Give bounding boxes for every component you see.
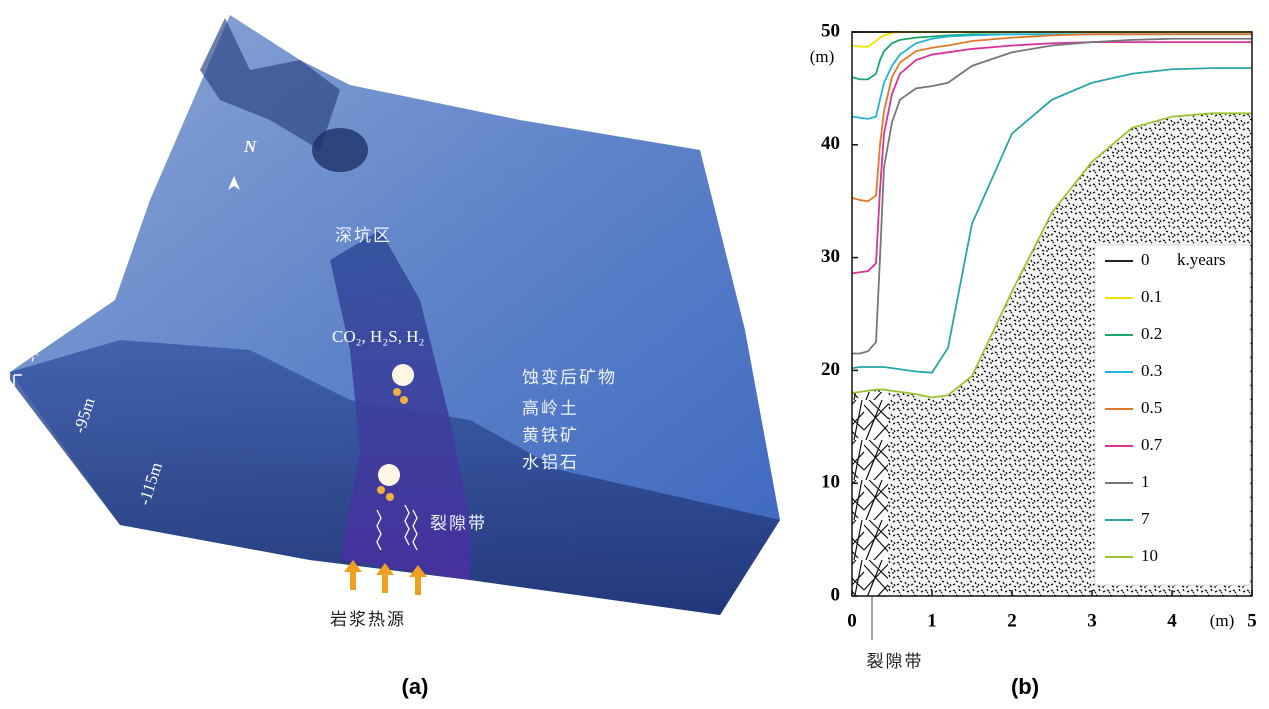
x-tick-label: 5 [1247, 610, 1257, 631]
north-label: N [243, 137, 257, 156]
fracture-label: 裂隙带 [430, 514, 487, 534]
y-tick-label: 30 [821, 246, 840, 267]
annotation: 裂隙带 [867, 652, 924, 672]
bubble [400, 396, 408, 404]
y-tick-label: 50 [821, 20, 840, 41]
x-tick-label: 4 [1167, 610, 1177, 631]
bubble [392, 364, 414, 386]
series-line [852, 34, 1252, 119]
terrain: N 深坑区 CO₂, H₂S, H₂ 蚀变后矿物 高岭土 黄铁矿 水铝石 裂隙带… [10, 15, 780, 699]
y-tick-label: 20 [821, 359, 840, 380]
y-axis-label: (m) [810, 47, 835, 66]
depth-scale [14, 375, 22, 515]
pit [312, 128, 368, 172]
gas-label: CO₂, H₂S, H₂ [332, 327, 424, 346]
bubble [378, 464, 400, 486]
legend-label: 10 [1141, 546, 1158, 565]
y-tick-label: 10 [821, 472, 840, 493]
legend-label: 7 [1141, 509, 1150, 528]
panel-caption: (b) [1011, 674, 1039, 699]
legend-label: 0.5 [1141, 398, 1162, 417]
series-line [852, 34, 1252, 79]
x-axis-label: (m) [1210, 611, 1235, 630]
x-tick-label: 1 [927, 610, 937, 631]
x-tick-label: 2 [1007, 610, 1017, 631]
pit-label: 深坑区 [335, 226, 392, 246]
legend-label: 0.3 [1141, 361, 1162, 380]
x-tick-label: 3 [1087, 610, 1097, 631]
y-tick-label: 40 [821, 133, 840, 154]
heat-label: 岩浆热源 [330, 610, 406, 630]
y-tick-label: 0 [831, 584, 841, 605]
legend-label: 0 [1141, 250, 1150, 269]
legend-label: 0.7 [1141, 435, 1163, 454]
bubble [377, 486, 385, 494]
legend-label: 1 [1141, 472, 1150, 491]
mineral: 黄铁矿 [522, 426, 579, 446]
panel-caption: (a) [402, 674, 429, 699]
bubble [386, 493, 394, 501]
legend-box [1095, 245, 1250, 585]
bubble [393, 388, 401, 396]
legend-title: k.years [1177, 250, 1226, 269]
legend-label: 0.1 [1141, 287, 1162, 306]
mineral: 水铝石 [522, 453, 579, 473]
legend-label: 0.2 [1141, 324, 1162, 343]
minerals-title: 蚀变后矿物 [522, 368, 617, 388]
figure: N 深坑区 CO₂, H₂S, H₂ 蚀变后矿物 高岭土 黄铁矿 水铝石 裂隙带… [0, 0, 1269, 709]
fracture-hatch [852, 392, 888, 596]
x-tick-label: 0 [847, 610, 857, 631]
mineral: 高岭土 [522, 399, 579, 419]
